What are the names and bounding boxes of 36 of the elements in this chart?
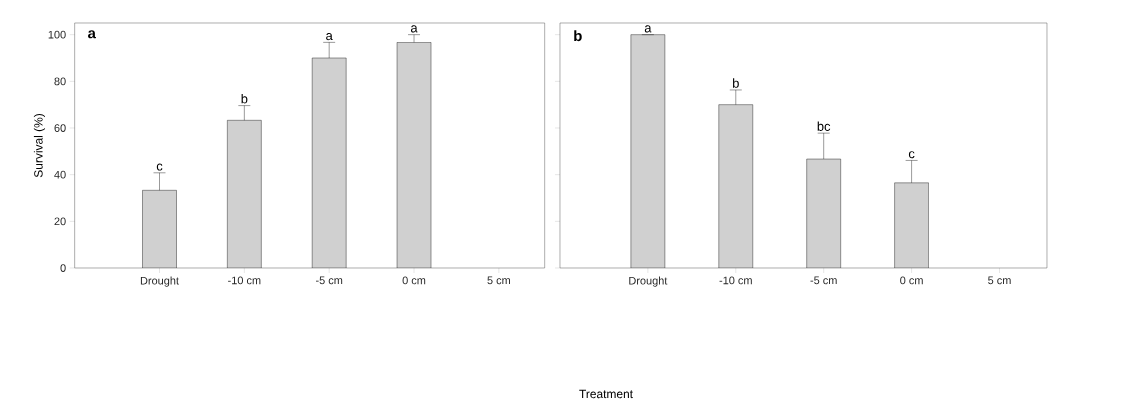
annotation: a (326, 33, 333, 41)
x-tick-label: 0 cm (900, 276, 923, 285)
annotation: b (733, 78, 739, 88)
y-tick-label: 40 (54, 170, 66, 179)
chart-title: a (88, 30, 96, 39)
bar (227, 120, 262, 268)
x-tick-label: Drought (140, 276, 179, 287)
annotation: c (908, 151, 915, 159)
y-tick-label: 0 (60, 264, 66, 272)
bar (718, 104, 753, 268)
bar (806, 158, 841, 268)
annotation: a (644, 25, 652, 33)
x-tick-label: 5 cm (487, 276, 510, 285)
annotation: bc (817, 121, 831, 131)
x-tick-label: -10 cm (228, 276, 261, 285)
annotation: c (156, 163, 163, 171)
bar (142, 190, 177, 268)
x-tick-label: -10 cm (719, 276, 752, 285)
bar (630, 34, 666, 268)
annotation: a (410, 25, 418, 33)
x-tick-label: -5 cm (810, 276, 837, 285)
y-tick-label: 100 (48, 30, 66, 39)
y-tick-label: 80 (54, 77, 66, 86)
y-tick-label: 20 (54, 217, 66, 226)
bar (894, 182, 929, 268)
x-tick-label: 5 cm (988, 276, 1011, 285)
bar (311, 57, 347, 268)
annotation: b (241, 93, 248, 104)
x-tick-label: 0 cm (402, 276, 426, 285)
x-axis-title: Treatment (579, 389, 633, 399)
x-tick-label: Drought (629, 276, 668, 287)
x-tick-label: -5 cm (315, 276, 343, 285)
y-axis-title: Survival (%) (33, 114, 46, 178)
bar (396, 42, 432, 268)
y-tick-label: 60 (54, 124, 66, 132)
chart-title: b (574, 30, 582, 42)
